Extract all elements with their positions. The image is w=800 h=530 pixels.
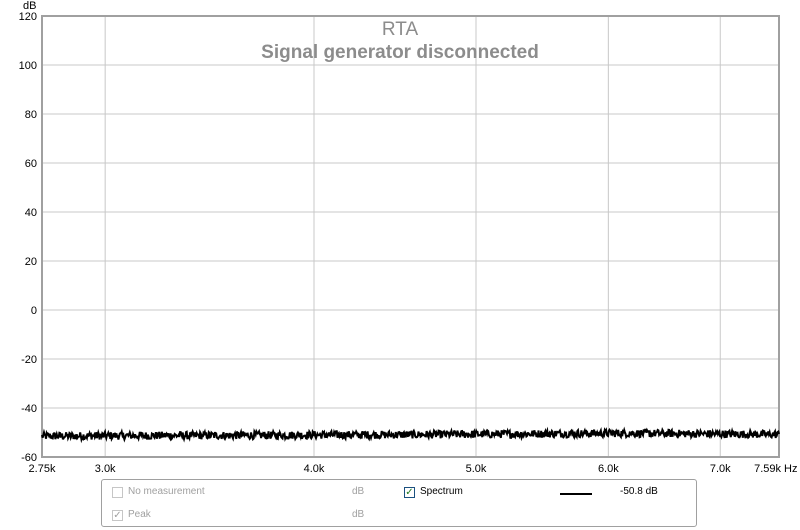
y-tick-label: 0: [31, 305, 37, 317]
spectrum-label: Spectrum: [420, 486, 463, 497]
x-tick-label: 3.0k: [95, 463, 116, 475]
peak-checkbox[interactable]: ✓: [112, 510, 123, 521]
x-tick-label: 7.59k: [754, 463, 781, 475]
y-tick-label: 20: [25, 256, 37, 268]
spectrum-value: -50.8 dB: [620, 486, 658, 497]
x-tick-label: 2.75k: [29, 463, 56, 475]
legend-row-2: ✓ Peak dB: [102, 508, 696, 526]
legend-row-1: No measurement dB ✓ Spectrum -50.8 dB: [102, 485, 696, 503]
peak-label: Peak: [128, 509, 151, 520]
x-tick-label: 4.0k: [304, 463, 325, 475]
no-measurement-checkbox[interactable]: [112, 487, 123, 498]
spectrum-line-swatch: [560, 493, 592, 495]
y-axis-label: dB: [23, 0, 36, 12]
no-measurement-label: No measurement: [128, 486, 205, 497]
legend-panel: No measurement dB ✓ Spectrum -50.8 dB ✓ …: [101, 479, 697, 527]
chart-title: RTA: [382, 19, 419, 40]
plot-frame: [41, 15, 780, 458]
y-tick-label: 120: [19, 11, 37, 23]
chart-subtitle: Signal generator disconnected: [261, 42, 539, 63]
y-tick-label: 100: [19, 60, 37, 72]
x-axis-ticks: 2.75k 3.0k 4.0k 5.0k 6.0k 7.0k 7.59k: [29, 463, 782, 475]
x-tick-label: 5.0k: [466, 463, 487, 475]
rta-chart: 120 100 80 60 40 20 0 -20 -40 -60 2.75k 3.0k 4.0k 5.…: [19, 0, 798, 475]
x-tick-label: 7.0k: [710, 463, 731, 475]
x-axis-unit: Hz: [784, 463, 797, 475]
y-tick-label: -40: [21, 403, 37, 415]
peak-unit: dB: [352, 509, 365, 520]
y-tick-label: 40: [25, 207, 37, 219]
y-axis-ticks: 120 100 80 60 40 20 0 -20 -40 -60: [19, 11, 37, 464]
no-measurement-unit: dB: [352, 486, 365, 497]
chart-grid: [41, 15, 780, 458]
spectrum-checkbox[interactable]: ✓: [404, 487, 415, 498]
y-tick-label: 60: [25, 158, 37, 170]
y-tick-label: -60: [21, 452, 37, 464]
y-tick-label: -20: [21, 354, 37, 366]
x-tick-label: 6.0k: [598, 463, 619, 475]
y-tick-label: 80: [25, 109, 37, 121]
series-line-spectrum: [41, 426, 780, 444]
